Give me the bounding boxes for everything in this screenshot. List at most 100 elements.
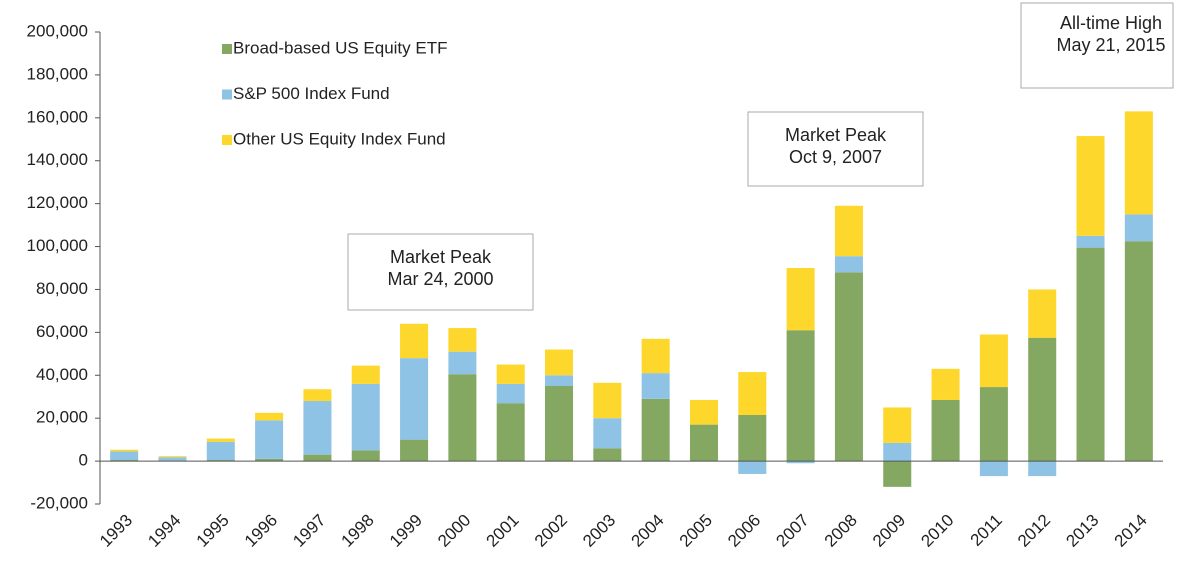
bar-segment (158, 456, 187, 458)
bar-segment (931, 399, 960, 462)
y-tick-label: 200,000 (27, 21, 88, 40)
x-tick-label: 1994 (144, 511, 184, 551)
x-tick-label: 2000 (434, 511, 474, 551)
bar-segment (689, 424, 718, 462)
y-tick-label: 100,000 (27, 236, 88, 255)
annotation-box (747, 111, 924, 187)
y-tick-label: 140,000 (27, 150, 88, 169)
x-tick-label: 1999 (386, 511, 426, 551)
x-tick-label: 2006 (724, 511, 764, 551)
x-tick-label: 2012 (1014, 511, 1054, 551)
bar-segment (1076, 235, 1105, 248)
x-tick-label: 2010 (917, 511, 957, 551)
bar-segment (496, 383, 525, 404)
y-tick-label: 20,000 (36, 408, 88, 427)
bar-segment (351, 383, 380, 451)
x-tick-label: 1997 (289, 511, 329, 551)
legend-swatch (222, 89, 232, 100)
annotation-box (1020, 2, 1174, 89)
bar-segment (351, 365, 380, 384)
bar-segment (545, 386, 574, 462)
bar-segment (1124, 111, 1153, 215)
annotation-text: May 21, 2015 (1056, 35, 1165, 55)
bar-segment (351, 450, 380, 462)
y-tick-label: 120,000 (27, 193, 88, 212)
annotation-box (347, 233, 534, 311)
bar-segment (255, 458, 284, 462)
bar-segment (834, 256, 863, 273)
bar-segment (641, 398, 670, 462)
bar-segment (110, 451, 139, 461)
bar-segment (1028, 461, 1057, 477)
bar-segment (1028, 289, 1057, 338)
bar-segment (786, 268, 815, 331)
y-tick-label: 180,000 (27, 64, 88, 83)
bar-segment (448, 328, 477, 352)
legend-label: S&P 500 Index Fund (233, 84, 390, 103)
bar-segment (883, 461, 912, 487)
bar-segment (641, 373, 670, 399)
x-tick-label: 2001 (483, 511, 523, 551)
legend-swatch (222, 135, 232, 145)
x-tick-label: 2007 (772, 511, 812, 551)
bar-segment (110, 449, 139, 452)
bar-segment (400, 323, 429, 359)
x-tick-label: 2008 (821, 511, 861, 551)
legend-label: Other US Equity Index Fund (233, 129, 446, 148)
bar-segment (593, 382, 622, 419)
annotation-text: Market Peak (390, 247, 492, 267)
bar-segment (641, 338, 670, 374)
bar-segment (738, 461, 767, 474)
bar-segment (496, 403, 525, 462)
bar-segment (834, 205, 863, 257)
bar-segment (448, 351, 477, 375)
bar-segment (979, 334, 1008, 388)
x-tick-label: 2002 (531, 511, 571, 551)
bar-segment (689, 399, 718, 425)
bar-segment (979, 387, 1008, 462)
bar-segment (255, 420, 284, 459)
y-tick-label: 60,000 (36, 322, 88, 341)
bar-segment (545, 375, 574, 386)
annotation-text: All-time High (1060, 13, 1162, 33)
x-tick-label: 1993 (96, 511, 136, 551)
annotation-text: Mar 24, 2000 (387, 269, 493, 289)
y-tick-label: 0 (79, 451, 88, 470)
bar-segment (496, 364, 525, 384)
legend-label: Broad-based US Equity ETF (233, 38, 447, 57)
x-tick-label: 1995 (193, 511, 233, 551)
bar-segment (1124, 214, 1153, 242)
x-tick-label: 2014 (1111, 511, 1151, 551)
annotation-text: Oct 9, 2007 (789, 147, 882, 167)
bar-segment (158, 457, 187, 461)
x-tick-label: 2009 (869, 511, 909, 551)
bar-segment (931, 368, 960, 400)
bar-segment (979, 461, 1008, 477)
bar-segment (1076, 136, 1105, 236)
bar-segment (593, 418, 622, 449)
bar-segment (400, 439, 429, 462)
bar-segment (400, 358, 429, 440)
bar-segment (110, 460, 139, 462)
y-tick-label: -20,000 (30, 493, 88, 512)
y-tick-label: 80,000 (36, 279, 88, 298)
x-tick-label: 1996 (241, 511, 281, 551)
bar-segment (206, 438, 235, 442)
bar-segment (1124, 241, 1153, 462)
annotation-text: Market Peak (785, 125, 887, 145)
x-tick-label: 2004 (627, 511, 667, 551)
bar-segment (1076, 247, 1105, 462)
bar-segment (303, 401, 332, 455)
bar-segment (206, 460, 235, 462)
bar-segment (593, 448, 622, 462)
bar-segment (1028, 337, 1057, 462)
bar-segment (883, 442, 912, 462)
x-tick-label: 2005 (676, 511, 716, 551)
bar-segment (206, 441, 235, 461)
bar-segment (303, 389, 332, 402)
y-tick-label: 40,000 (36, 365, 88, 384)
bar-segment (786, 461, 815, 464)
x-tick-label: 2003 (579, 511, 619, 551)
legend-swatch (222, 44, 232, 54)
